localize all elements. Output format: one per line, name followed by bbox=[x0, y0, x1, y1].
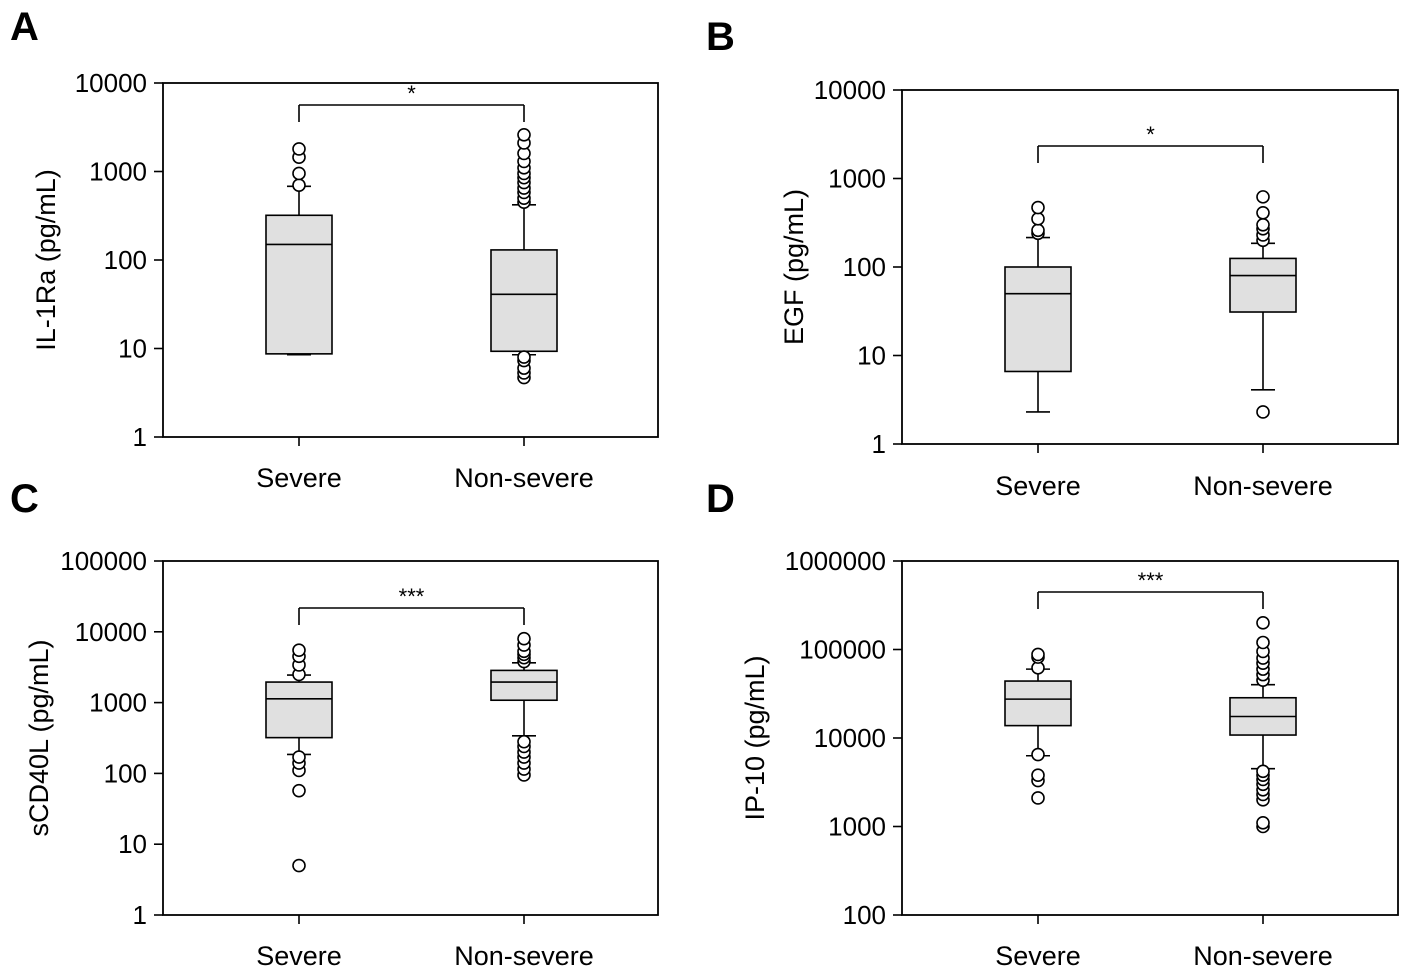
outlier-point bbox=[1256, 205, 1270, 220]
panel-letter: B bbox=[706, 15, 735, 59]
significance-label: * bbox=[1146, 122, 1155, 147]
y-tick-label: 1 bbox=[133, 422, 147, 452]
outlier-point bbox=[517, 734, 531, 749]
x-category-label: Non-severe bbox=[1193, 471, 1333, 501]
outlier-point bbox=[292, 783, 306, 798]
iqr-box bbox=[265, 681, 333, 739]
y-tick-label: 100 bbox=[104, 758, 147, 788]
panel-a: A 1 10 100 1000 10000 Severe Non-severe IL-1Ra (… bbox=[10, 5, 659, 493]
outlier-point bbox=[1256, 190, 1270, 204]
outlier-point bbox=[292, 858, 306, 873]
significance-bracket: *** bbox=[298, 584, 525, 625]
outlier-point bbox=[1031, 647, 1045, 662]
y-tick-label: 1000 bbox=[828, 812, 886, 842]
iqr-box bbox=[490, 669, 558, 702]
outlier-point bbox=[1031, 212, 1045, 226]
outlier-point bbox=[517, 127, 531, 142]
y-tick-label: 1 bbox=[133, 900, 147, 930]
y-tick-label: 10000 bbox=[814, 75, 886, 105]
box-non-severe bbox=[1229, 616, 1297, 834]
y-tick-label: 100 bbox=[104, 245, 147, 275]
y-tick-label: 10 bbox=[118, 829, 147, 859]
panel-b: B 1 10 100 1000 10000 Severe Non-severe EGF (pg/… bbox=[706, 15, 1399, 501]
y-axis-title: IP-10 (pg/mL) bbox=[740, 655, 770, 820]
y-tick-label: 100000 bbox=[799, 635, 886, 665]
x-category-label: Non-severe bbox=[454, 463, 594, 493]
outlier-point bbox=[292, 750, 306, 764]
outlier-point bbox=[1256, 405, 1270, 419]
outlier-point bbox=[1256, 217, 1270, 232]
outlier-point bbox=[1256, 816, 1270, 830]
significance-bracket: *** bbox=[1037, 568, 1264, 609]
x-category-label: Non-severe bbox=[454, 941, 594, 970]
outlier-point bbox=[292, 643, 306, 657]
y-tick-label: 10 bbox=[118, 334, 147, 364]
panel-letter: C bbox=[10, 477, 39, 521]
outlier-point bbox=[517, 631, 531, 646]
iqr-box bbox=[265, 214, 333, 355]
x-category-label: Non-severe bbox=[1193, 941, 1333, 970]
plot-frame bbox=[901, 560, 1399, 916]
y-tick-label: 10 bbox=[857, 341, 886, 371]
panel-d: D 100 1000 10000 100000 1000000 Severe Non-seve… bbox=[706, 477, 1399, 970]
box-severe bbox=[1004, 200, 1072, 413]
iqr-box bbox=[1004, 266, 1072, 373]
outlier-point bbox=[1031, 200, 1045, 215]
significance-bracket: * bbox=[1037, 122, 1264, 163]
outlier-point bbox=[292, 166, 306, 181]
outlier-point bbox=[1031, 223, 1045, 238]
outlier-point bbox=[1031, 791, 1045, 805]
iqr-box bbox=[490, 249, 558, 353]
box-non-severe bbox=[1229, 190, 1297, 419]
y-tick-label: 100000 bbox=[60, 546, 147, 576]
iqr-box bbox=[1229, 257, 1297, 313]
x-category-label: Severe bbox=[256, 941, 342, 970]
y-tick-label: 10000 bbox=[75, 68, 147, 98]
iqr-box bbox=[1004, 680, 1072, 727]
x-category-label: Severe bbox=[995, 941, 1081, 970]
y-tick-label: 1000000 bbox=[785, 546, 886, 576]
plot-frame bbox=[162, 82, 659, 438]
panel-letter: D bbox=[706, 477, 735, 521]
y-axis-title: EGF (pg/mL) bbox=[779, 189, 809, 345]
outlier-point bbox=[517, 350, 531, 364]
panel-letter: A bbox=[10, 5, 39, 49]
outlier-point bbox=[292, 142, 306, 156]
y-axis-title: IL-1Ra (pg/mL) bbox=[31, 169, 61, 351]
significance-label: *** bbox=[399, 584, 425, 609]
box-non-severe bbox=[490, 127, 558, 385]
x-category-label: Severe bbox=[995, 471, 1081, 501]
y-tick-label: 100 bbox=[843, 900, 886, 930]
panel-c: C 1 10 100 1000 10000 100000 Severe Non-severe sC… bbox=[10, 477, 659, 970]
box-severe bbox=[265, 643, 333, 873]
outlier-point bbox=[1256, 616, 1270, 630]
outlier-point bbox=[1256, 764, 1270, 779]
y-tick-label: 100 bbox=[843, 252, 886, 282]
y-tick-label: 1000 bbox=[828, 164, 886, 194]
outlier-point bbox=[1031, 768, 1045, 782]
box-severe bbox=[1004, 647, 1072, 805]
box-non-severe bbox=[490, 631, 558, 782]
y-tick-label: 10000 bbox=[75, 617, 147, 647]
significance-label: * bbox=[407, 81, 416, 106]
y-tick-label: 1 bbox=[872, 429, 886, 459]
box-severe bbox=[265, 142, 333, 356]
y-tick-label: 1000 bbox=[89, 688, 147, 718]
y-axis-title: sCD40L (pg/mL) bbox=[24, 639, 54, 836]
x-category-label: Severe bbox=[256, 463, 342, 493]
significance-bracket: * bbox=[298, 81, 525, 122]
plot-frame bbox=[162, 560, 659, 916]
outlier-point bbox=[1031, 747, 1045, 762]
significance-label: *** bbox=[1138, 568, 1164, 593]
outlier-point bbox=[1256, 635, 1270, 650]
outlier-point bbox=[292, 178, 306, 193]
y-tick-label: 1000 bbox=[89, 157, 147, 187]
y-tick-label: 10000 bbox=[814, 723, 886, 753]
